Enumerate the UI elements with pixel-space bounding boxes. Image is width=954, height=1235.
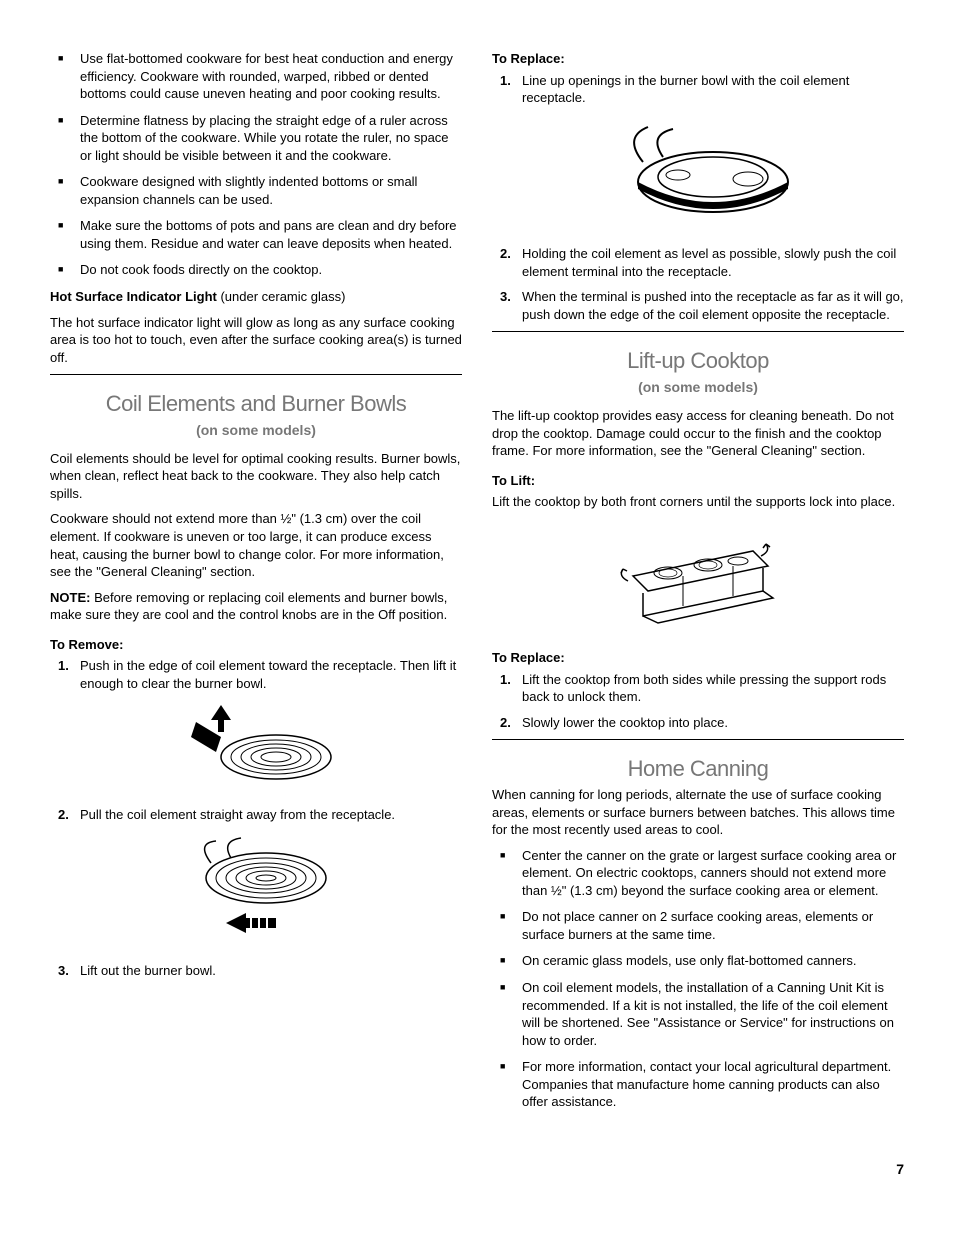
step-item: When the terminal is pushed into the rec… xyxy=(522,288,904,323)
bullet-item: Do not cook foods directly on the cookto… xyxy=(80,261,462,279)
two-column-layout: Use flat-bottomed cookware for best heat… xyxy=(50,50,904,1120)
to-lift-text: Lift the cooktop by both front corners u… xyxy=(492,493,904,511)
liftup-title: Lift-up Cooktop xyxy=(492,346,904,376)
canning-para: When canning for long periods, alternate… xyxy=(492,786,904,839)
hot-surface-paren: (under ceramic glass) xyxy=(217,289,346,304)
to-remove-heading: To Remove: xyxy=(50,636,462,654)
canning-bullets: Center the canner on the grate or larges… xyxy=(492,847,904,1111)
coil-para-2: Cookware should not extend more than ½" … xyxy=(50,510,462,580)
section-divider xyxy=(492,739,904,740)
coil-pull-illustration xyxy=(50,833,462,948)
canning-title: Home Canning xyxy=(492,754,904,784)
step-item: Holding the coil element as level as pos… xyxy=(522,245,904,280)
bullet-item: On ceramic glass models, use only flat-b… xyxy=(522,952,904,970)
step-item: Pull the coil element straight away from… xyxy=(80,806,462,824)
page-number: 7 xyxy=(50,1160,904,1179)
step-item: Lift the cooktop from both sides while p… xyxy=(522,671,904,706)
replace2-steps: Lift the cooktop from both sides while p… xyxy=(492,671,904,732)
cookware-bullets: Use flat-bottomed cookware for best heat… xyxy=(50,50,462,279)
section-divider xyxy=(492,331,904,332)
replace-steps-2: Holding the coil element as level as pos… xyxy=(492,245,904,323)
to-replace2-heading: To Replace: xyxy=(492,649,904,667)
bullet-item: Make sure the bottoms of pots and pans a… xyxy=(80,217,462,252)
remove-steps-2: Pull the coil element straight away from… xyxy=(50,806,462,824)
burner-bowl-illustration xyxy=(492,117,904,232)
to-replace-heading: To Replace: xyxy=(492,50,904,68)
liftup-subtitle: (on some models) xyxy=(492,378,904,397)
right-column: To Replace: Line up openings in the burn… xyxy=(492,50,904,1120)
hot-surface-text: The hot surface indicator light will glo… xyxy=(50,314,462,367)
hot-surface-label: Hot Surface Indicator Light xyxy=(50,289,217,304)
to-lift-heading: To Lift: xyxy=(492,472,904,490)
bullet-item: Center the canner on the grate or larges… xyxy=(522,847,904,900)
bullet-item: Use flat-bottomed cookware for best heat… xyxy=(80,50,462,103)
remove-steps: Push in the edge of coil element toward … xyxy=(50,657,462,692)
step-item: Slowly lower the cooktop into place. xyxy=(522,714,904,732)
hot-surface-heading: Hot Surface Indicator Light (under ceram… xyxy=(50,288,462,306)
coil-section-subtitle: (on some models) xyxy=(50,421,462,440)
coil-note: NOTE: Before removing or replacing coil … xyxy=(50,589,462,624)
note-text: Before removing or replacing coil elemen… xyxy=(50,590,447,623)
lift-cooktop-illustration xyxy=(492,521,904,636)
step-item: Line up openings in the burner bowl with… xyxy=(522,72,904,107)
remove-steps-3: Lift out the burner bowl. xyxy=(50,962,462,980)
left-column: Use flat-bottomed cookware for best heat… xyxy=(50,50,462,1120)
liftup-para: The lift-up cooktop provides easy access… xyxy=(492,407,904,460)
section-divider xyxy=(50,374,462,375)
bullet-item: Determine flatness by placing the straig… xyxy=(80,112,462,165)
bullet-item: For more information, contact your local… xyxy=(522,1058,904,1111)
coil-lift-illustration xyxy=(50,702,462,792)
step-item: Lift out the burner bowl. xyxy=(80,962,462,980)
step-item: Push in the edge of coil element toward … xyxy=(80,657,462,692)
bullet-item: On coil element models, the installation… xyxy=(522,979,904,1049)
note-label: NOTE: xyxy=(50,590,90,605)
bullet-item: Do not place canner on 2 surface cooking… xyxy=(522,908,904,943)
bullet-item: Cookware designed with slightly indented… xyxy=(80,173,462,208)
replace-steps: Line up openings in the burner bowl with… xyxy=(492,72,904,107)
coil-para-1: Coil elements should be level for optima… xyxy=(50,450,462,503)
coil-section-title: Coil Elements and Burner Bowls xyxy=(50,389,462,419)
